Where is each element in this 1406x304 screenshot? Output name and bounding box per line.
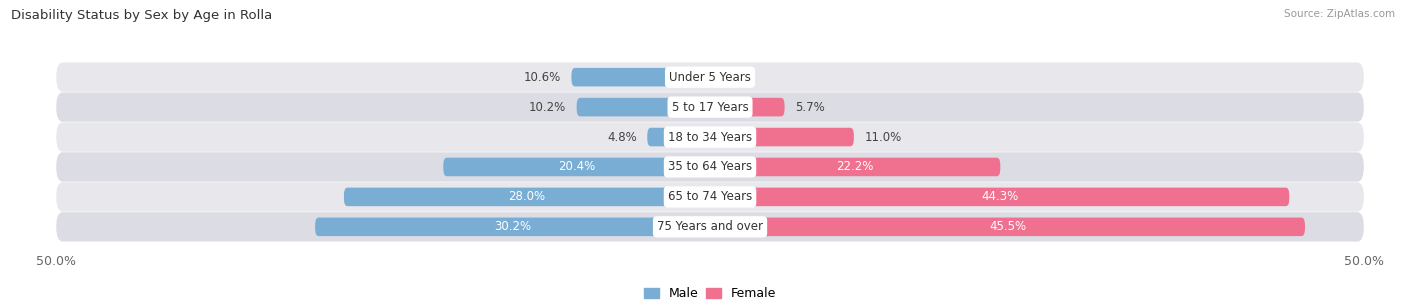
FancyBboxPatch shape [56,123,1364,152]
FancyBboxPatch shape [56,212,1364,241]
FancyBboxPatch shape [344,188,710,206]
Text: Disability Status by Sex by Age in Rolla: Disability Status by Sex by Age in Rolla [11,9,273,22]
Text: 0.0%: 0.0% [720,71,751,84]
FancyBboxPatch shape [710,98,785,116]
FancyBboxPatch shape [56,92,1364,122]
FancyBboxPatch shape [56,152,1364,181]
Text: 5 to 17 Years: 5 to 17 Years [672,101,748,114]
Text: 65 to 74 Years: 65 to 74 Years [668,190,752,203]
FancyBboxPatch shape [576,98,710,116]
Text: 11.0%: 11.0% [865,130,901,143]
FancyBboxPatch shape [56,182,1364,212]
FancyBboxPatch shape [710,128,853,146]
FancyBboxPatch shape [710,188,1289,206]
FancyBboxPatch shape [647,128,710,146]
Text: 10.6%: 10.6% [523,71,561,84]
Text: 20.4%: 20.4% [558,161,595,174]
Text: 10.2%: 10.2% [529,101,567,114]
FancyBboxPatch shape [443,158,710,176]
FancyBboxPatch shape [571,68,710,86]
FancyBboxPatch shape [315,218,710,236]
FancyBboxPatch shape [710,158,1000,176]
Text: 35 to 64 Years: 35 to 64 Years [668,161,752,174]
Legend: Male, Female: Male, Female [638,282,782,304]
Text: 30.2%: 30.2% [494,220,531,233]
Text: Source: ZipAtlas.com: Source: ZipAtlas.com [1284,9,1395,19]
Text: 18 to 34 Years: 18 to 34 Years [668,130,752,143]
FancyBboxPatch shape [710,218,1305,236]
FancyBboxPatch shape [56,63,1364,92]
Text: 4.8%: 4.8% [607,130,637,143]
Text: 22.2%: 22.2% [837,161,875,174]
Text: Under 5 Years: Under 5 Years [669,71,751,84]
Text: 45.5%: 45.5% [988,220,1026,233]
Text: 28.0%: 28.0% [509,190,546,203]
Text: 5.7%: 5.7% [794,101,825,114]
Text: 44.3%: 44.3% [981,190,1018,203]
Text: 75 Years and over: 75 Years and over [657,220,763,233]
